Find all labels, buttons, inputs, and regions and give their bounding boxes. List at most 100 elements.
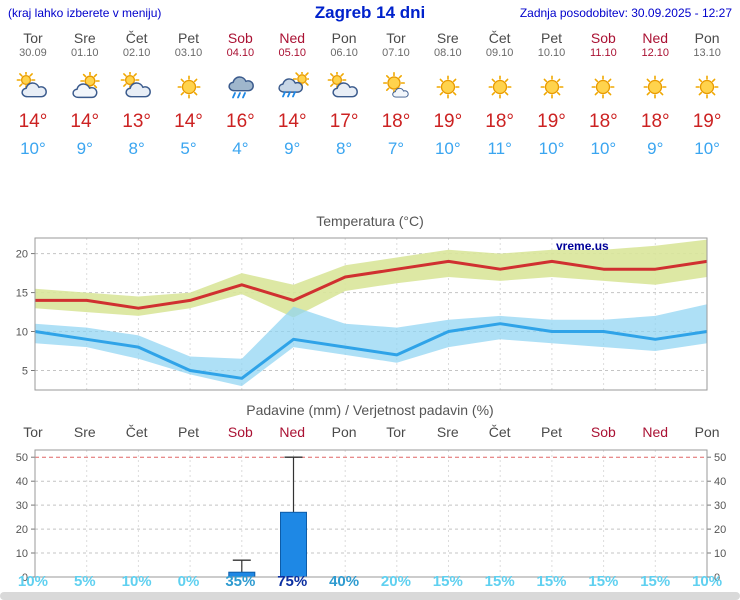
max-temperature: 19° xyxy=(433,111,463,132)
day-date: 02.10 xyxy=(122,47,151,59)
day-date: 09.10 xyxy=(485,47,514,59)
day-column: Tor 30.09 14° 10° xyxy=(7,30,59,160)
svg-text:10: 10 xyxy=(16,548,28,560)
max-temperature: 14° xyxy=(70,111,100,132)
svg-text:5: 5 xyxy=(22,366,28,378)
day-column: Sre 08.10 19° 10° xyxy=(422,30,474,160)
min-temperature: 10° xyxy=(590,139,617,158)
precip-probability: 15% xyxy=(484,573,515,590)
min-temperature: 9° xyxy=(76,139,93,158)
day-name: Čet xyxy=(488,30,511,46)
weather-icon-mostly-cloudy xyxy=(16,70,50,104)
day-column: Pet 03.10 14° 5° xyxy=(163,30,215,160)
last-updated: Zadnja posodobitev: 30.09.2025 - 12:27 xyxy=(519,6,732,20)
precip-day-label: Pon xyxy=(331,424,357,440)
svg-text:50: 50 xyxy=(714,452,726,464)
svg-text:10: 10 xyxy=(714,548,726,560)
precip-day-label: Sre xyxy=(436,424,459,440)
weather-icon-rain xyxy=(223,72,257,104)
min-temperature: 10° xyxy=(694,139,720,158)
precip-day-label: Ned xyxy=(279,424,306,440)
page-title: Zagreb 14 dni xyxy=(314,3,426,22)
min-temperature: 10° xyxy=(20,139,46,158)
day-date: 13.10 xyxy=(693,47,721,59)
min-temperature: 10° xyxy=(434,139,461,158)
day-date: 07.10 xyxy=(382,47,410,59)
precip-probability: 35% xyxy=(225,573,256,590)
day-column: Pon 06.10 17° 8° xyxy=(318,30,370,160)
max-temperature: 14° xyxy=(174,111,203,132)
precip-day-label: Pet xyxy=(541,424,563,440)
precip-probability: 10% xyxy=(17,573,48,590)
weather-icon-sunny xyxy=(535,72,569,104)
max-temperature: 18° xyxy=(381,111,411,132)
day-date: 03.10 xyxy=(174,47,203,59)
max-temperature: 18° xyxy=(640,111,670,132)
svg-text:10: 10 xyxy=(16,327,28,339)
precip-day-label: Sre xyxy=(73,424,96,440)
day-date: 05.10 xyxy=(278,47,306,59)
day-date: 30.09 xyxy=(19,47,47,59)
day-name: Čet xyxy=(125,30,148,46)
day-date: 12.10 xyxy=(641,47,669,59)
watermark: vreme.us xyxy=(556,239,609,253)
precip-probability: 10% xyxy=(121,573,152,590)
day-name: Pon xyxy=(331,30,357,46)
precip-probability: 15% xyxy=(588,573,619,590)
weather-icon-partly-cloudy xyxy=(68,71,102,104)
day-date: 01.10 xyxy=(71,47,99,59)
precip-day-label: Tor xyxy=(386,424,406,440)
horizontal-scrollbar[interactable] xyxy=(0,592,740,600)
svg-text:30: 30 xyxy=(714,500,726,512)
precipitation-chart-title: Padavine (mm) / Verjetnost padavin (%) xyxy=(246,402,494,418)
max-temperature: 14° xyxy=(277,111,307,132)
weather-icon-sunny xyxy=(638,72,672,104)
day-name: Pon xyxy=(694,30,720,46)
max-temperature: 18° xyxy=(485,111,515,132)
precip-probability: 20% xyxy=(380,573,411,590)
day-column: Čet 09.10 18° 11° xyxy=(474,30,526,160)
precip-probability: 40% xyxy=(329,573,360,590)
precip-probability: 15% xyxy=(432,573,463,590)
max-temperature: 19° xyxy=(692,111,722,132)
min-temperature: 7° xyxy=(387,139,405,158)
day-column: Sob 04.10 16° 4° xyxy=(214,30,266,160)
max-temperature: 14° xyxy=(18,111,48,132)
svg-text:40: 40 xyxy=(714,476,726,488)
forecast-days-row: Tor 30.09 14° 10° Sre 01.10 14° 9° Čet 02.10 13° 8°… xyxy=(7,30,733,160)
svg-text:30: 30 xyxy=(16,500,28,512)
precip-probability-row: 10% 5% 10% 0% 35% 75% 40% 20% 15% 15% 15% 15% 15% 10% xyxy=(7,573,733,590)
day-name: Tor xyxy=(386,30,406,46)
min-temperature: 8° xyxy=(335,139,353,158)
day-column: Čet 02.10 13° 8° xyxy=(111,30,163,160)
precip-probability: 5% xyxy=(73,573,96,590)
precip-probability: 75% xyxy=(277,573,308,590)
svg-text:50: 50 xyxy=(16,452,28,464)
svg-text:20: 20 xyxy=(714,524,726,536)
location-menu-hint: (kraj lahko izberete v meniju) xyxy=(8,6,162,20)
day-name: Sob xyxy=(590,30,616,46)
min-temperature: 8° xyxy=(128,139,145,158)
day-name: Sob xyxy=(227,30,253,46)
day-name: Tor xyxy=(23,30,43,46)
min-temperature: 4° xyxy=(232,139,249,158)
day-column: Pon 13.10 19° 10° xyxy=(681,30,733,160)
day-column: Sre 01.10 14° 9° xyxy=(59,30,111,160)
weather-icon-sun-small-cloud xyxy=(379,72,413,104)
weather-icon-sunny xyxy=(431,72,465,104)
precip-day-label: Čet xyxy=(488,424,511,440)
precip-day-labels-row: Tor Sre Čet Pet Sob Ned Pon Tor Sre Čet Pet Sob Ned P… xyxy=(7,424,733,440)
min-temperature: 5° xyxy=(180,139,197,158)
precip-probability: 15% xyxy=(536,573,567,590)
day-name: Sre xyxy=(73,30,96,46)
day-column: Pet 10.10 19° 10° xyxy=(526,30,578,160)
max-temperature: 13° xyxy=(122,111,152,132)
svg-text:15: 15 xyxy=(16,288,28,300)
max-temperature: 17° xyxy=(329,111,359,132)
precip-probability: 0% xyxy=(177,573,200,590)
day-column: Ned 05.10 14° 9° xyxy=(266,30,318,160)
svg-text:20: 20 xyxy=(16,524,28,536)
svg-text:20: 20 xyxy=(16,249,28,261)
